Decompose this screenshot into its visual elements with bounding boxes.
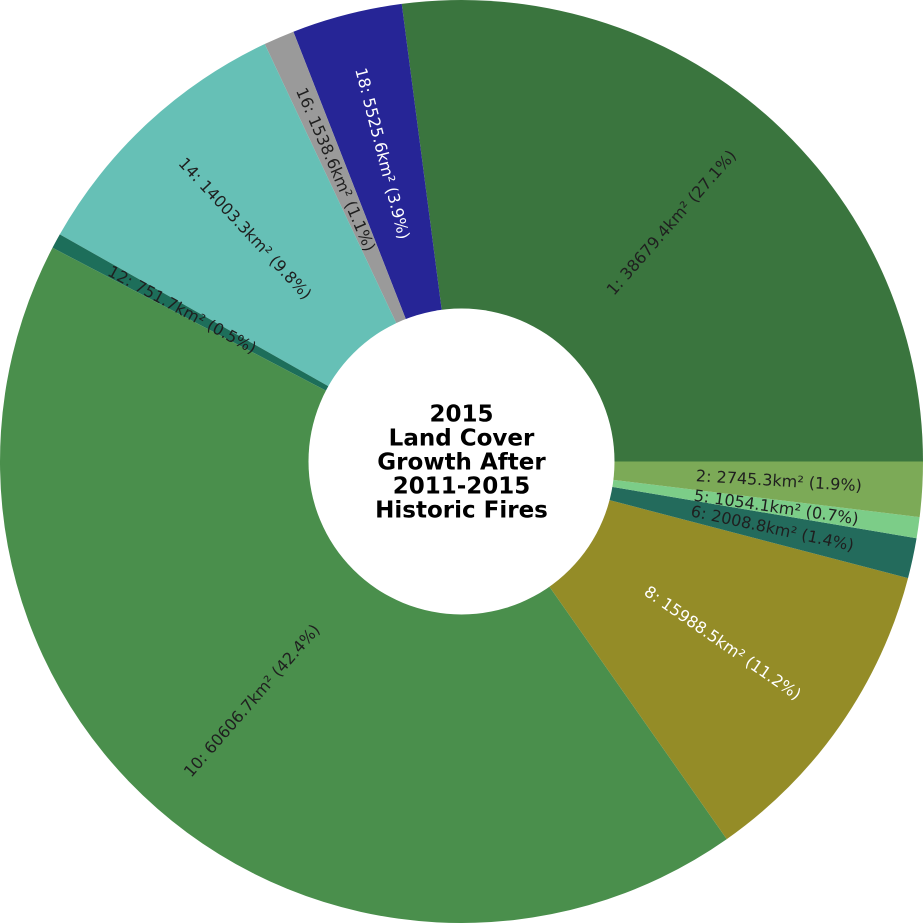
chart-title-line: Land Cover: [389, 426, 535, 452]
chart-title-line: 2015: [429, 402, 493, 428]
chart-title-line: 2011-2015: [393, 474, 531, 500]
donut-hole: [308, 308, 615, 615]
chart-title-line: Growth After: [377, 450, 546, 476]
chart-title: 2015 Land Cover Growth After 2011-2015 Histo…: [375, 402, 548, 524]
pie-slice-5: [0, 247, 727, 923]
chart-title-line: Historic Fires: [375, 498, 548, 524]
